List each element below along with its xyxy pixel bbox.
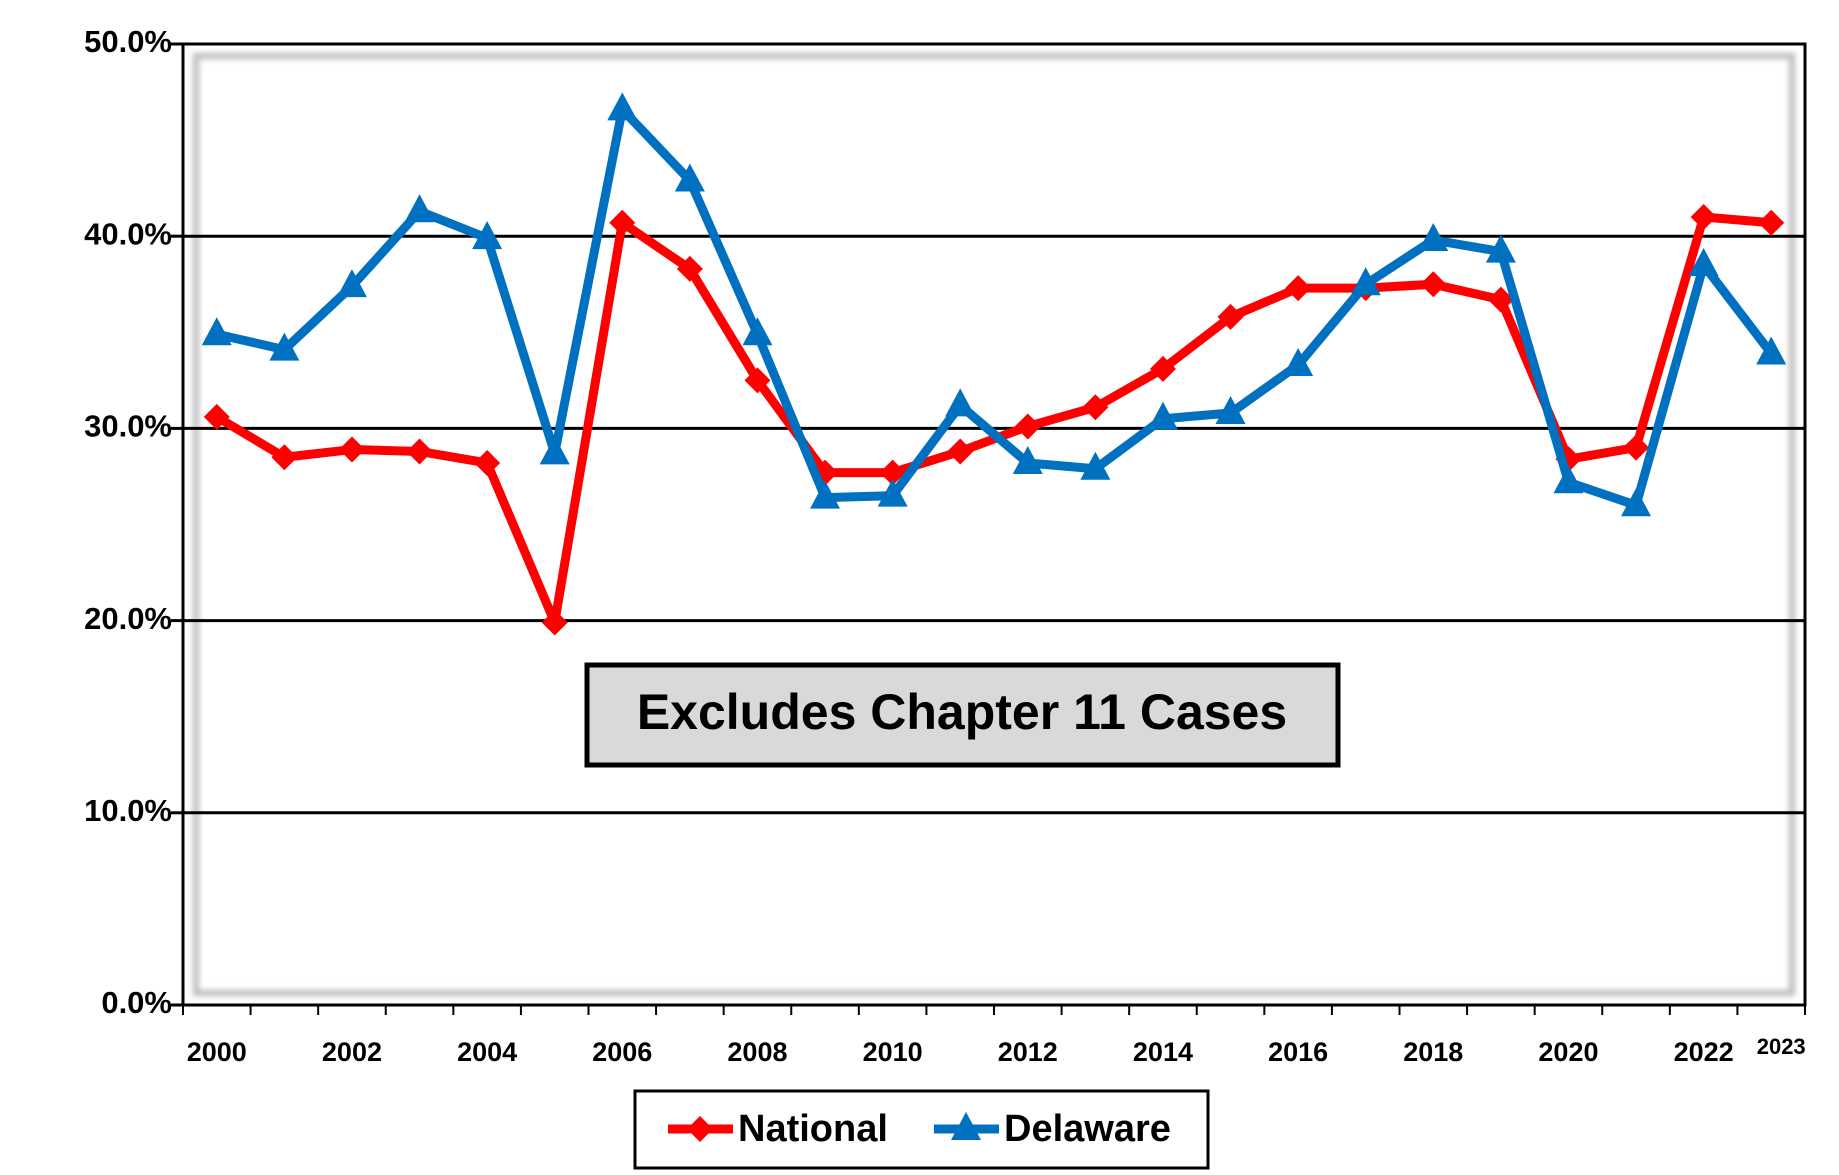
- marker: [474, 449, 501, 476]
- marker: [1758, 209, 1785, 236]
- marker: [879, 459, 906, 486]
- marker: [472, 221, 503, 250]
- y-tick-label: 20.0%: [84, 601, 172, 636]
- x-tick-label: 2010: [863, 1037, 923, 1067]
- series-line: [215, 104, 1775, 510]
- marker: [687, 1116, 713, 1142]
- marker: [676, 255, 703, 282]
- marker: [1149, 355, 1176, 382]
- marker: [1217, 303, 1244, 330]
- marker: [742, 317, 773, 346]
- legend-label: National: [738, 1108, 888, 1150]
- legend-label: Delaware: [1004, 1108, 1171, 1150]
- annotation-box: [584, 662, 1341, 768]
- marker: [269, 332, 300, 361]
- x-tick-label: 2023: [1757, 1034, 1806, 1059]
- marker: [945, 388, 976, 417]
- marker: [406, 438, 433, 465]
- marker: [539, 436, 570, 465]
- marker: [951, 1112, 981, 1140]
- marker: [1487, 286, 1514, 313]
- marker: [1014, 413, 1041, 440]
- marker: [1688, 248, 1719, 277]
- marker: [1485, 234, 1516, 263]
- marker: [404, 194, 435, 223]
- plot-area: [181, 42, 1807, 1007]
- marker: [1080, 451, 1111, 480]
- marker: [810, 480, 841, 509]
- marker: [1350, 267, 1381, 296]
- x-tick-label: 2000: [187, 1037, 247, 1067]
- marker: [1285, 275, 1312, 302]
- marker: [201, 317, 232, 346]
- marker: [336, 269, 367, 298]
- marker: [271, 444, 298, 471]
- marker: [744, 367, 771, 394]
- x-tick-label: 2018: [1403, 1037, 1463, 1067]
- marker: [877, 478, 908, 507]
- y-tick-label: 10.0%: [84, 793, 172, 828]
- x-tick-label: 2004: [457, 1037, 517, 1067]
- x-tick-label: 2016: [1268, 1037, 1328, 1067]
- x-tick-label: 2022: [1674, 1037, 1734, 1067]
- marker: [541, 609, 568, 636]
- marker: [203, 403, 230, 430]
- plot-frame: [193, 53, 1795, 996]
- marker: [607, 92, 638, 121]
- y-tick-label: 0.0%: [101, 985, 172, 1020]
- marker: [947, 438, 974, 465]
- marker: [1012, 445, 1043, 474]
- x-tick-label: 2002: [322, 1037, 382, 1067]
- marker: [1418, 223, 1449, 252]
- x-tick-label: 2020: [1538, 1037, 1598, 1067]
- marker: [1283, 347, 1314, 376]
- y-tick-label: 50.0%: [84, 24, 172, 59]
- x-tick-label: 2014: [1133, 1037, 1193, 1067]
- x-tick-label: 2006: [592, 1037, 652, 1067]
- marker: [1690, 203, 1717, 230]
- marker: [1623, 434, 1650, 461]
- marker: [609, 209, 636, 236]
- marker: [1147, 401, 1178, 430]
- annotation: Excludes Chapter 11 Cases: [637, 684, 1287, 740]
- x-tick-label: 2012: [998, 1037, 1058, 1067]
- marker: [1621, 488, 1652, 517]
- marker: [1756, 336, 1787, 365]
- marker: [338, 436, 365, 463]
- y-tick-label: 40.0%: [84, 216, 172, 251]
- marker: [1215, 396, 1246, 425]
- marker: [1553, 465, 1584, 494]
- marker: [1082, 394, 1109, 421]
- marker: [674, 163, 705, 192]
- marker: [1420, 271, 1447, 298]
- y-tick-label: 30.0%: [84, 409, 172, 444]
- x-tick-label: 2008: [727, 1037, 787, 1067]
